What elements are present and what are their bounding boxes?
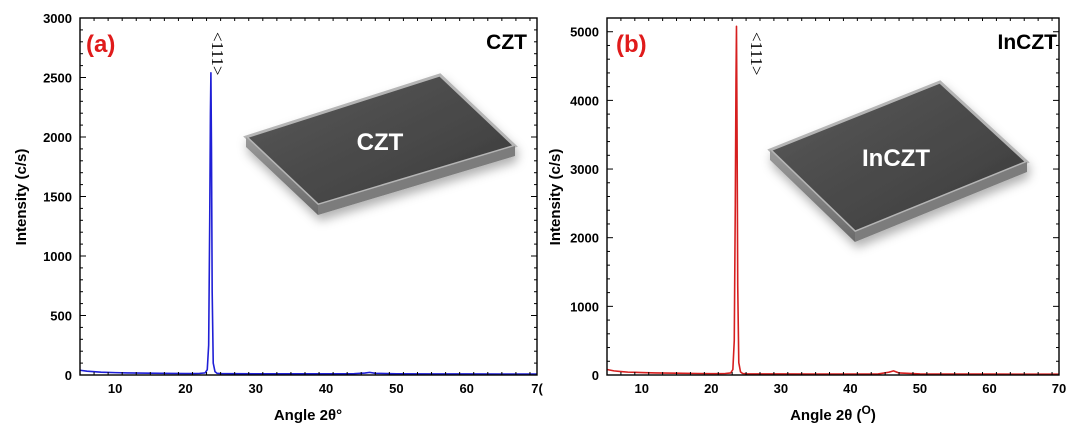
- panel-a: CZT 10 20 30 40 50 60 7( 0 500 1000 1500 2000 2500 30…: [13, 11, 543, 424]
- x-tick-label-a-4: 50: [389, 381, 403, 396]
- x-tick-label-a-3: 40: [319, 381, 333, 396]
- y-tick-label-b-2: 2000: [570, 231, 599, 246]
- inset-slab-a: [243, 73, 518, 215]
- panel-b: InCZT 10 20 30 40 50 60 70 0 1000 2000 3000 4000 500…: [547, 17, 1066, 424]
- y-tick-label-b-3: 3000: [570, 162, 599, 177]
- y-axis-title-a: Intensity (c/s): [13, 149, 30, 246]
- x-tick-label-b-5: 60: [982, 381, 996, 396]
- x-tick-label-a-1: 20: [178, 381, 192, 396]
- chart-a: 10 20 30 40 50 60 7( 0 500 1000 1500 2000 2500 3000 An…: [13, 11, 543, 424]
- y-tick-label-b-4: 4000: [570, 93, 599, 108]
- x-tick-label-a-6: 7(: [531, 381, 543, 396]
- sample-label-a: CZT: [486, 31, 527, 54]
- x-tick-label-b-6: 70: [1052, 381, 1066, 396]
- x-tick-label-a-2: 30: [249, 381, 263, 396]
- x-axis-title-b: Angle 2θ (O): [790, 403, 876, 424]
- x-tick-label-a-0: 10: [108, 381, 122, 396]
- y-tick-label-a-2: 1000: [43, 249, 72, 264]
- y-tick-label-a-5: 2500: [43, 71, 72, 86]
- panel-label-a: (a): [86, 31, 115, 58]
- series-line-b-0: [606, 25, 1059, 375]
- inset-label-b: InCZT: [862, 145, 930, 172]
- y-tick-label-a-3: 1500: [43, 190, 72, 205]
- y-tick-label-a-0: 0: [65, 368, 72, 383]
- y-tick-label-a-4: 2000: [43, 130, 72, 145]
- x-axis-title-a: Angle 2θ°: [274, 407, 342, 424]
- series-line-a-0: [79, 71, 537, 375]
- panel-label-b: (b): [616, 31, 647, 58]
- y-tick-label-b-5: 5000: [570, 25, 599, 40]
- y-axis-title-b: Intensity (c/s): [547, 149, 564, 246]
- chart-b: 10 20 30 40 50 60 70 0 1000 2000 3000 4000 5000 Angle…: [547, 17, 1066, 424]
- x-tick-label-b-0: 10: [635, 381, 649, 396]
- x-tick-label-b-3: 40: [843, 381, 857, 396]
- x-tick-label-b-4: 50: [913, 381, 927, 396]
- inset-label-a: CZT: [357, 129, 404, 156]
- peak-annotation-a: <111>: [208, 32, 227, 75]
- sample-label-b: InCZT: [998, 31, 1058, 54]
- y-tick-label-b-1: 1000: [570, 299, 599, 314]
- y-tick-label-a-6: 3000: [43, 11, 72, 26]
- y-tick-label-b-0: 0: [592, 368, 599, 383]
- x-tick-label-b-1: 20: [704, 381, 718, 396]
- inset-slab-b: [767, 80, 1030, 242]
- x-tick-label-b-2: 30: [774, 381, 788, 396]
- x-tick-label-a-5: 60: [459, 381, 473, 396]
- y-tick-label-a-1: 500: [50, 309, 72, 324]
- peak-annotation-b: <111>: [747, 32, 766, 75]
